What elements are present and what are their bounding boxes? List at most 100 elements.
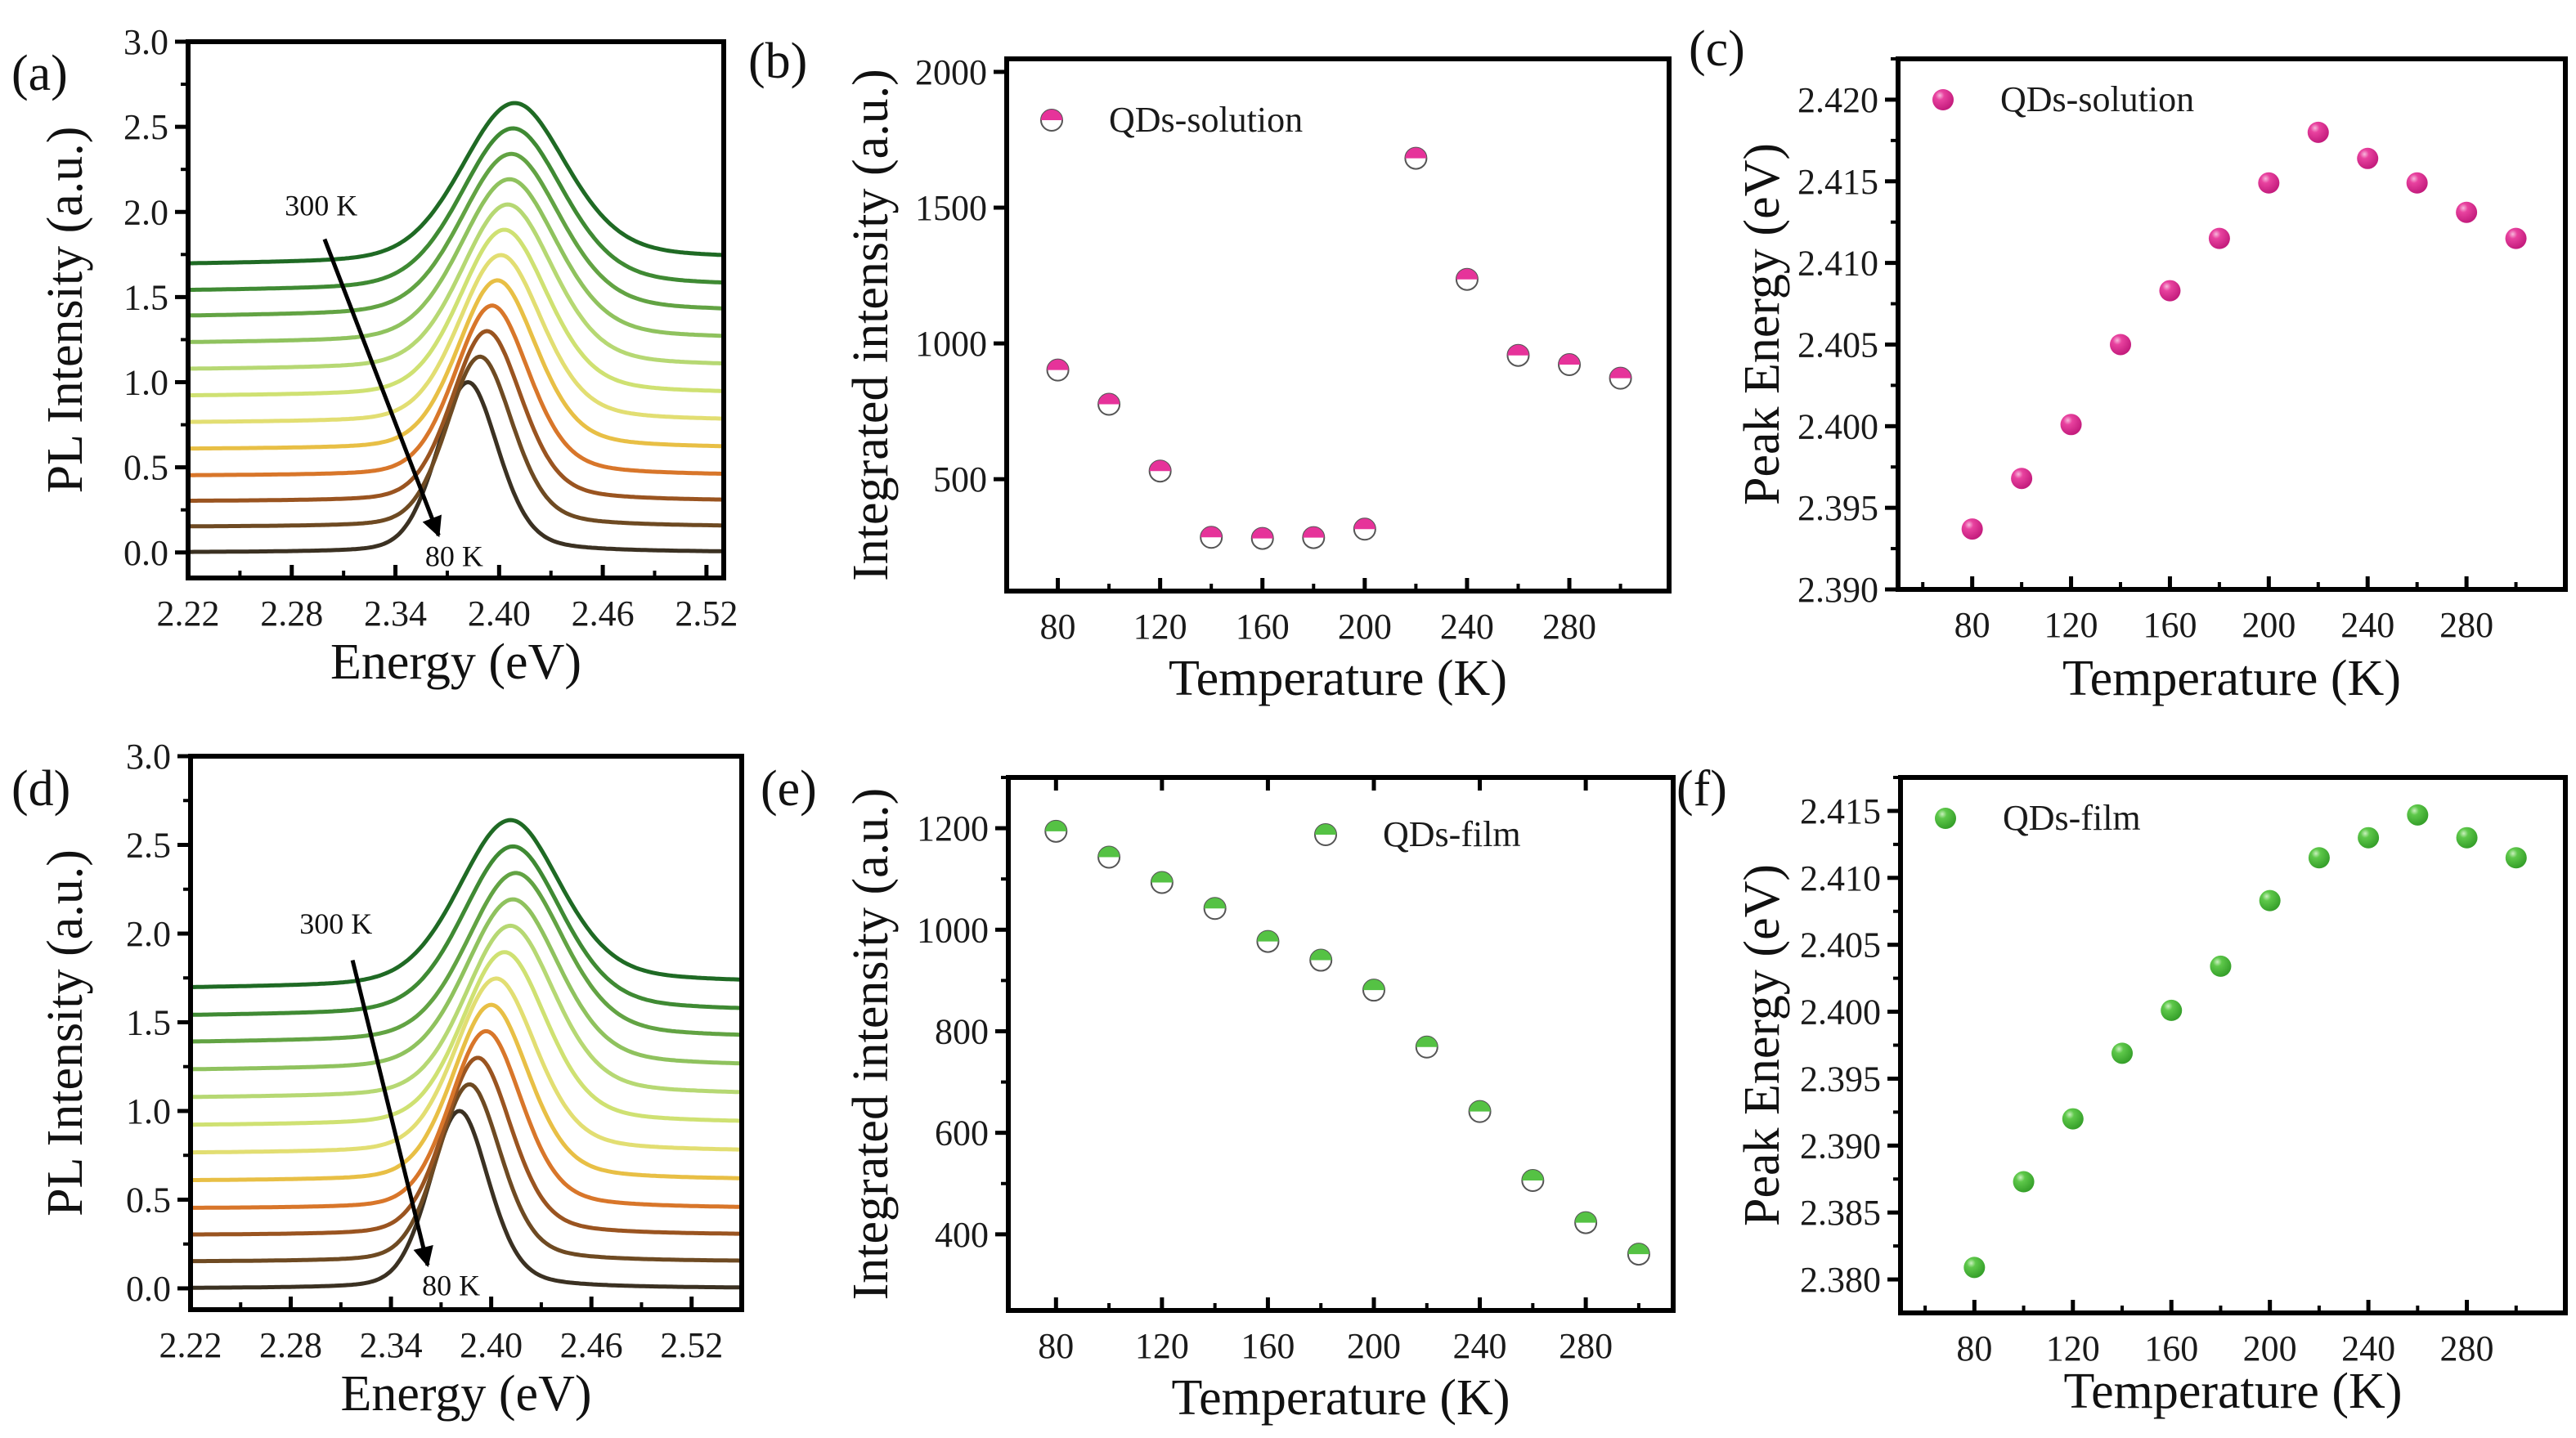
data-point <box>2407 804 2429 826</box>
y-tick-label: 500 <box>933 459 987 499</box>
plot-area <box>188 101 724 554</box>
data-point <box>2505 227 2527 249</box>
data-point <box>2112 1042 2133 1064</box>
data-point <box>1963 1257 1986 1279</box>
x-tick-label: 200 <box>2243 1328 2297 1369</box>
y-tick-label: 2.400 <box>1797 406 1878 446</box>
data-point <box>2259 889 2281 912</box>
legend: QDs-solution <box>1040 100 1303 140</box>
x-tick-label: 280 <box>2439 605 2493 645</box>
data-point <box>2161 999 2183 1021</box>
data-point <box>2505 847 2527 869</box>
spectrum-line-180k <box>188 253 724 424</box>
spectrum-line-300k <box>191 818 742 989</box>
panel-label: (b) <box>748 34 807 89</box>
legend: QDs-solution <box>1932 79 2194 119</box>
data-point <box>2308 847 2330 869</box>
data-point <box>1046 358 1070 382</box>
panel-label: (d) <box>11 761 70 817</box>
plot-area <box>1046 146 1632 550</box>
x-tick-label: 280 <box>1542 607 1596 647</box>
plot-frame <box>1006 775 1676 1313</box>
x-tick-label: 2.52 <box>660 1325 723 1365</box>
x-tick-label: 2.40 <box>460 1325 523 1365</box>
spectrum-line-140k <box>188 303 724 477</box>
y-tick-label: 2.385 <box>1800 1193 1881 1233</box>
spectrum-line-280k <box>188 126 724 293</box>
data-point <box>1404 146 1428 170</box>
y-tick-label: 2.395 <box>1800 1059 1881 1099</box>
x-tick-label: 280 <box>2440 1328 2494 1369</box>
x-axis-title: Energy (eV) <box>330 634 581 690</box>
plot-frame <box>1896 56 2568 592</box>
x-axis-title: Temperature (K) <box>1169 651 1507 706</box>
x-tick-label: 2.28 <box>259 1325 322 1365</box>
data-point <box>2358 827 2380 849</box>
spectrum-line-120k <box>188 329 724 503</box>
temperature-annotation: 300 K <box>285 189 357 222</box>
x-tick-label: 120 <box>2046 1328 2100 1369</box>
data-point <box>1044 819 1068 843</box>
data-point <box>1455 267 1479 291</box>
y-tick-label: 0.0 <box>123 533 168 573</box>
data-point <box>1097 392 1121 416</box>
data-point <box>1302 526 1326 549</box>
spectrum-line-180k <box>191 976 742 1155</box>
x-tick-label: 80 <box>1040 607 1076 647</box>
spectrum-line-100k <box>188 354 724 529</box>
legend-marker <box>1314 823 1337 846</box>
x-tick-label: 280 <box>1559 1326 1613 1366</box>
x-tick-label: 200 <box>1338 607 1392 647</box>
x-tick-label: 2.34 <box>364 594 427 634</box>
legend-label: QDs-film <box>2003 798 2141 838</box>
x-tick-label: 2.46 <box>572 594 635 634</box>
y-tick-label: 2.390 <box>1800 1126 1881 1166</box>
data-point <box>1609 366 1632 390</box>
temperature-trend-arrow <box>322 238 442 538</box>
x-tick-label: 80 <box>1038 1326 1074 1366</box>
y-tick-label: 1.5 <box>123 277 168 317</box>
plot-area <box>191 818 742 1290</box>
y-tick-label: 0.5 <box>126 1180 171 1220</box>
y-tick-label: 1.5 <box>126 1002 171 1042</box>
data-point <box>1468 1100 1492 1123</box>
y-tick-label: 3.0 <box>123 22 168 62</box>
x-tick-label: 2.52 <box>675 594 738 634</box>
y-tick-label: 2.415 <box>1800 791 1881 831</box>
x-tick-label: 120 <box>1135 1326 1189 1366</box>
y-tick-label: 1.0 <box>126 1091 171 1131</box>
data-point <box>1558 352 1582 376</box>
x-tick-label: 200 <box>1347 1326 1401 1366</box>
legend-label: QDs-solution <box>2000 79 2194 119</box>
x-tick-label: 80 <box>1956 1328 1992 1369</box>
panel-f-peak-energy-film: (f) QDs-film 80 120 160 200 240 280 2.380 2.385 2.… <box>1676 761 2568 1419</box>
data-point <box>2159 280 2181 302</box>
y-tick-label: 2.5 <box>126 825 171 865</box>
y-axis-title: Peak Energy (eV) <box>1735 143 1790 505</box>
x-tick-label: 160 <box>2143 605 2197 645</box>
data-point <box>1353 517 1376 541</box>
plot-area <box>1961 121 2527 540</box>
x-tick-label: 240 <box>1440 607 1494 647</box>
data-point <box>1097 845 1121 869</box>
spectrum-line-80k <box>191 1109 742 1290</box>
x-axis-title: Energy (eV) <box>340 1366 591 1422</box>
y-tick-label: 600 <box>935 1113 989 1154</box>
temperature-annotation: 300 K <box>299 907 372 940</box>
data-point <box>1256 930 1280 953</box>
x-tick-label: 160 <box>1236 607 1290 647</box>
data-point <box>2357 147 2379 169</box>
y-axis-title: Integrated intensity (a.u.) <box>843 69 899 581</box>
data-point <box>1627 1243 1650 1266</box>
temperature-annotation: 80 K <box>425 540 483 572</box>
y-axis-title: PL Intensity (a.u.) <box>38 849 93 1216</box>
x-tick-label: 120 <box>2044 605 2098 645</box>
y-tick-label: 1.0 <box>123 363 168 403</box>
y-tick-label: 2.0 <box>123 192 168 232</box>
plot-frame <box>186 39 726 580</box>
spectrum-line-160k <box>188 278 724 451</box>
x-tick-label: 2.22 <box>157 594 220 634</box>
data-point <box>1362 979 1385 1002</box>
y-tick-label: 2.410 <box>1800 858 1881 898</box>
plot-frame <box>1004 56 1672 594</box>
